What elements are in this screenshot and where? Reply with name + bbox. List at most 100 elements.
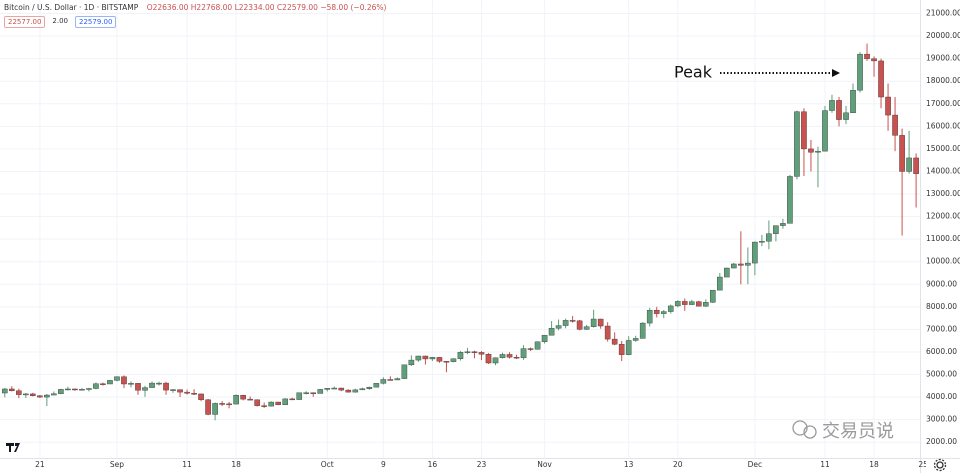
- candle-body: [345, 389, 352, 393]
- y-tick-label: 14000.00: [926, 166, 960, 175]
- y-tick-label: 18000.00: [926, 76, 960, 85]
- y-tick-label: 10000.00: [926, 257, 960, 266]
- candle-body: [149, 382, 155, 388]
- candle-body: [674, 301, 681, 307]
- candle-body: [226, 403, 232, 406]
- candle-body: [16, 390, 22, 395]
- x-tick-label: 18: [231, 460, 241, 469]
- candle-body: [688, 301, 695, 305]
- candle-body: [738, 263, 744, 266]
- candles: [1, 43, 919, 421]
- y-tick-label: 21000.00: [926, 9, 960, 18]
- candle-body: [352, 389, 359, 393]
- candle-body: [1, 388, 8, 394]
- candle-body: [513, 356, 520, 359]
- settings-icon[interactable]: [933, 458, 947, 472]
- candle-body: [44, 394, 50, 398]
- ohlc: O22636.00 H22768.00 L22334.00 C22579.00 …: [146, 3, 387, 12]
- candle-body: [836, 100, 842, 120]
- tv-logo: [6, 443, 20, 452]
- candle-body: [170, 389, 176, 391]
- candle-body: [604, 325, 611, 340]
- candle-body: [843, 112, 849, 120]
- candle-body: [51, 393, 57, 396]
- x-tick-label: 21: [35, 460, 45, 469]
- candle-body: [639, 322, 646, 339]
- candle-body: [9, 388, 15, 391]
- candle-body: [436, 357, 443, 362]
- candle-body: [394, 378, 401, 381]
- candle-body: [590, 318, 597, 327]
- y-tick-label: 3000.00: [926, 415, 957, 424]
- candle-body: [695, 301, 702, 307]
- candle-body: [625, 340, 632, 355]
- candle-body: [205, 399, 211, 415]
- candle-body: [829, 100, 835, 111]
- candle-body: [569, 320, 576, 322]
- candle-body: [618, 344, 625, 355]
- candle-body: [324, 388, 331, 390]
- candle-body: [408, 359, 415, 366]
- candle-body: [576, 320, 583, 330]
- y-tick-label: 17000.00: [926, 99, 960, 108]
- candle-body: [128, 383, 134, 385]
- candle-body: [660, 311, 667, 314]
- y-tick-label: 9000.00: [926, 279, 957, 288]
- header: Bitcoin / U.S. Dollar · 1D · BITSTAMP O2…: [4, 3, 392, 12]
- ask[interactable]: 22579.00: [75, 16, 117, 28]
- y-tick-label: 7000.00: [926, 324, 957, 333]
- candle-body: [72, 388, 78, 391]
- candle-body: [681, 301, 688, 305]
- y-tick-label: 5000.00: [926, 370, 957, 379]
- candle-body: [906, 157, 912, 172]
- candle-body: [850, 90, 856, 114]
- x-tick-label: Nov: [537, 460, 552, 469]
- candle-body: [331, 387, 338, 390]
- candle-body: [65, 388, 71, 391]
- candle-body: [478, 352, 485, 355]
- candle-body: [303, 392, 310, 394]
- candle-body: [471, 351, 478, 353]
- candle-body: [808, 148, 814, 153]
- quote-boxes: 22577.00 2.00 22579.00: [4, 16, 117, 28]
- candle-body: [268, 401, 274, 407]
- bid[interactable]: 22577.00: [4, 16, 46, 28]
- y-tick-label: 12000.00: [926, 212, 960, 221]
- candle-body: [254, 399, 260, 406]
- candle-body: [780, 223, 786, 226]
- candle-body: [724, 267, 730, 278]
- x-tick-label: 23: [477, 460, 487, 469]
- candle-body: [710, 289, 716, 303]
- candle-body: [801, 111, 807, 150]
- candle-body: [310, 392, 317, 394]
- candle-body: [520, 348, 527, 359]
- y-tick-label: 16000.00: [926, 121, 960, 130]
- y-tick-label: 20000.00: [926, 31, 960, 40]
- candle-body: [653, 310, 660, 314]
- candle-body: [359, 388, 366, 391]
- annotation: Peak: [674, 63, 713, 82]
- candle-body: [37, 395, 43, 398]
- candle-body: [79, 388, 85, 391]
- candle-body: [485, 354, 492, 364]
- candle-body: [191, 393, 197, 395]
- candle-body: [457, 351, 464, 359]
- y-tick-label: 15000.00: [926, 144, 960, 153]
- y-tick-label: 6000.00: [926, 347, 957, 356]
- candle-body: [380, 379, 387, 384]
- candle-body: [261, 405, 267, 407]
- x-tick-label: 9: [381, 460, 386, 469]
- watermark: 交易员说: [822, 421, 894, 442]
- candle-body: [142, 387, 148, 391]
- candle-body: [562, 320, 569, 326]
- candle-body: [871, 58, 877, 62]
- symbol: Bitcoin / U.S. Dollar · 1D · BITSTAMP: [4, 3, 139, 12]
- candle-body: [766, 233, 772, 242]
- candle-body: [184, 391, 190, 394]
- candle-body: [100, 383, 106, 385]
- x-tick-label: Dec: [748, 460, 763, 469]
- candle-body: [212, 403, 218, 415]
- x-tick-label: 20: [673, 460, 683, 469]
